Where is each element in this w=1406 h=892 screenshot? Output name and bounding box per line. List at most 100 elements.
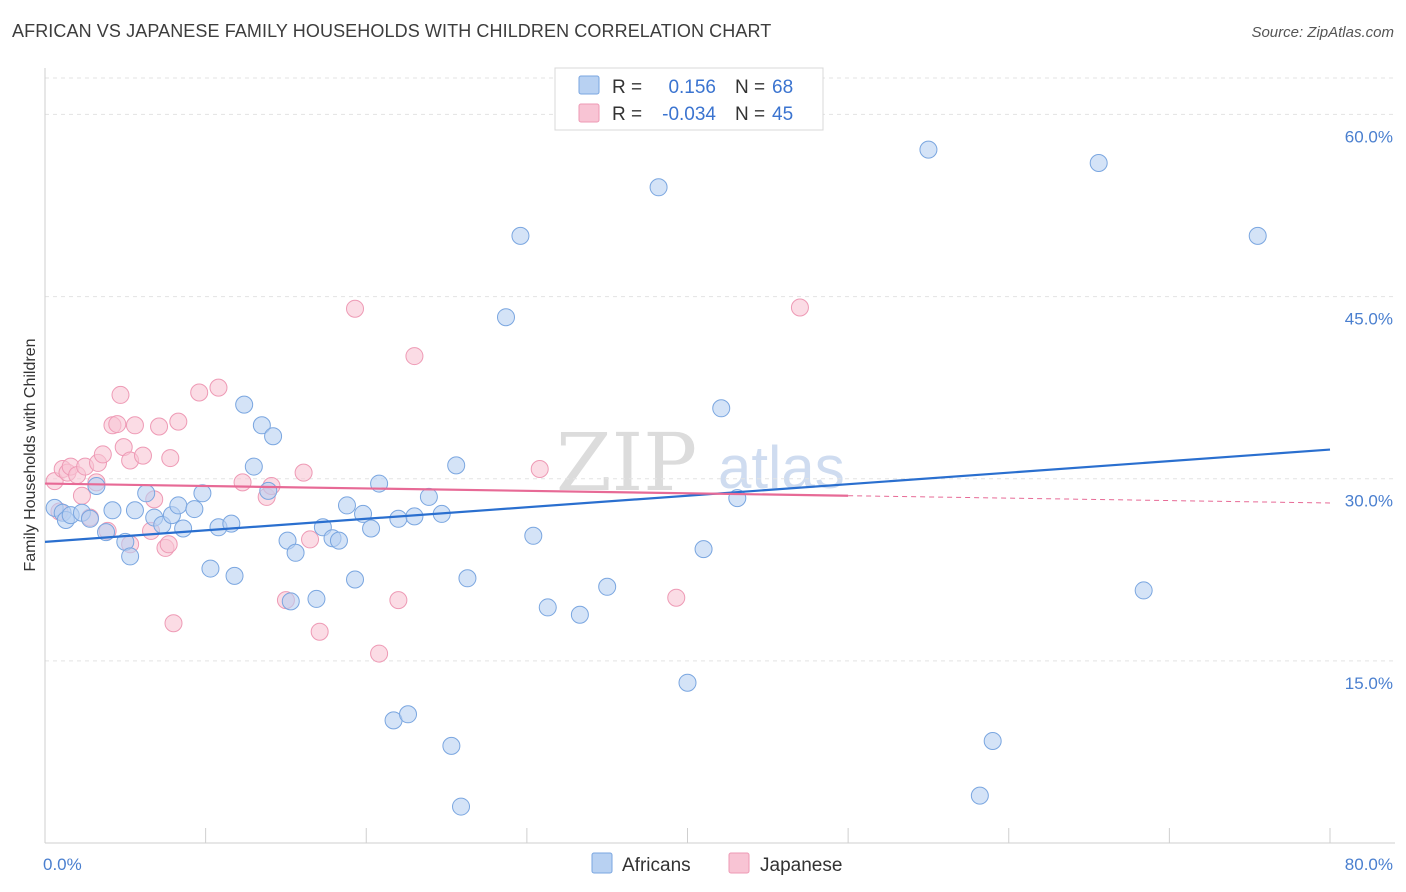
japanese-point <box>108 415 127 434</box>
africans-point <box>1089 154 1108 172</box>
africans-point <box>970 786 989 805</box>
africans-point <box>524 526 543 545</box>
africans-point <box>225 566 244 585</box>
y-tick-label: 60.0% <box>1345 127 1393 146</box>
africans-point <box>649 178 668 197</box>
africans-point <box>598 577 617 596</box>
africans-point <box>281 592 300 611</box>
japanese-point <box>159 535 178 554</box>
gridlines <box>45 77 1395 662</box>
africans-point <box>712 399 731 418</box>
japanese-point <box>190 383 209 402</box>
africans-point <box>137 484 156 503</box>
trend-lines <box>44 448 1331 543</box>
africans-point <box>678 673 697 692</box>
chart-title: AFRICAN VS JAPANESE FAMILY HOUSEHOLDS WI… <box>12 21 772 41</box>
legend-r-label-japanese: R = <box>612 104 642 125</box>
africans-point <box>447 456 466 475</box>
japanese-point <box>667 588 686 607</box>
africans-point <box>1248 226 1267 245</box>
africans-point <box>362 519 381 538</box>
africans-point <box>264 427 283 446</box>
japanese-point <box>164 614 183 633</box>
japanese-point <box>310 622 329 641</box>
africans-point <box>1134 581 1153 600</box>
legend-r-label-africans: R = <box>612 77 642 98</box>
japanese-point <box>72 486 91 505</box>
legend-swatch-japanese <box>578 103 600 123</box>
africans-point <box>80 509 99 528</box>
africans-point <box>252 416 271 435</box>
africans-point <box>87 477 106 495</box>
japanese-point <box>169 412 188 431</box>
africans-point <box>259 481 278 500</box>
japanese-trend-line-extension <box>848 495 1331 504</box>
africans-point <box>307 589 326 608</box>
japanese-point <box>161 449 180 468</box>
africans-point <box>286 543 305 562</box>
africans-point <box>570 605 589 624</box>
legend-n-africans: 68 <box>772 77 793 98</box>
africans-point <box>419 487 438 506</box>
japanese-point <box>150 417 169 436</box>
legend-swatch-africans <box>578 75 600 95</box>
x-tick-label-min: 0.0% <box>43 855 82 874</box>
bottom-swatch-japanese <box>728 852 750 874</box>
legend-r-africans: 0.156 <box>668 77 716 98</box>
japanese-point <box>389 591 408 610</box>
axes <box>44 68 1395 844</box>
africans-point <box>983 732 1002 750</box>
africans-point <box>185 500 204 519</box>
africans-point <box>201 559 220 578</box>
africans-trend-line <box>44 448 1331 543</box>
africans-points <box>45 140 1267 816</box>
y-tick-label: 45.0% <box>1345 310 1393 329</box>
japanese-point <box>790 298 809 317</box>
source-label: Source: ZipAtlas.com <box>1251 24 1394 41</box>
africans-point <box>458 569 477 588</box>
africans-point <box>346 570 365 589</box>
tick-labels: 15.0% 30.0% 45.0% 60.0% 0.0% 80.0% <box>43 127 1393 874</box>
africans-point <box>452 797 471 816</box>
africans-point <box>919 140 938 159</box>
y-axis-title: Family Households with Children <box>22 339 39 572</box>
africans-point <box>244 457 263 476</box>
bottom-legend-africans: Africans <box>622 855 691 876</box>
japanese-point <box>301 530 320 549</box>
africans-point <box>235 395 254 414</box>
africans-point <box>399 705 418 724</box>
africans-point <box>121 547 140 566</box>
africans-point <box>511 226 530 245</box>
y-tick-label: 15.0% <box>1345 674 1393 693</box>
africans-point <box>496 308 515 327</box>
africans-point <box>337 496 356 515</box>
legend-n-label-japanese: N = <box>735 104 765 125</box>
africans-point <box>389 509 408 528</box>
africans-point <box>442 736 461 755</box>
legend-r-japanese: -0.034 <box>662 104 716 125</box>
japanese-trend-line <box>44 482 849 497</box>
africans-point <box>329 531 348 550</box>
japanese-point <box>233 473 252 492</box>
japanese-point <box>370 644 389 663</box>
africans-point <box>125 501 144 520</box>
japanese-point <box>405 347 424 366</box>
series-legend: Africans Japanese <box>591 852 842 876</box>
japanese-point <box>125 416 144 435</box>
legend-n-japanese: 45 <box>772 104 793 125</box>
bottom-legend-japanese: Japanese <box>760 855 842 876</box>
japanese-point <box>530 460 549 478</box>
japanese-point <box>93 445 112 464</box>
japanese-point <box>294 463 313 482</box>
watermark-zip: ZIP <box>556 416 697 509</box>
africans-point <box>169 496 188 515</box>
bottom-swatch-africans <box>591 852 613 874</box>
africans-point <box>174 519 193 538</box>
x-tick-label-max: 80.0% <box>1345 855 1393 874</box>
africans-point <box>694 540 713 559</box>
japanese-points <box>45 298 809 663</box>
africans-point <box>193 484 212 503</box>
japanese-point <box>111 385 130 404</box>
africans-point <box>538 598 557 617</box>
japanese-point <box>346 299 365 318</box>
